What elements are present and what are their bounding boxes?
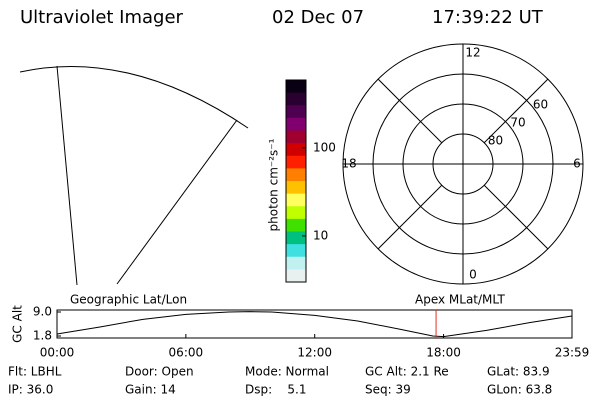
info-field: Mode: Normal bbox=[245, 365, 329, 379]
colorbar-tick-label: 100 bbox=[313, 140, 336, 154]
y-tick-label: 9.0 bbox=[33, 305, 52, 319]
colorbar-label: photon cm⁻²s⁻¹ bbox=[267, 138, 281, 231]
colorbar-swatch bbox=[286, 206, 306, 220]
info-field: GLon: 63.8 bbox=[487, 383, 552, 397]
colorbar-swatch bbox=[286, 105, 306, 119]
lat-label: 80 bbox=[488, 134, 503, 148]
colorbar-swatch bbox=[286, 244, 306, 258]
x-tick-label: 18:00 bbox=[426, 346, 461, 360]
colorbar-swatch bbox=[286, 193, 306, 207]
altitude-line bbox=[56, 311, 573, 338]
title: Ultraviolet Imager bbox=[20, 7, 184, 28]
polar-diagonal bbox=[377, 78, 443, 144]
x-tick-label: 06:00 bbox=[169, 346, 204, 360]
altitude-frame bbox=[56, 309, 573, 339]
polar-diagonal bbox=[483, 184, 549, 250]
colorbar-swatch bbox=[286, 269, 306, 283]
colorbar-swatch bbox=[286, 80, 306, 94]
polar-diagonal bbox=[377, 184, 443, 250]
info-field: Dsp: 5.1 bbox=[245, 383, 307, 397]
colorbar-swatch bbox=[286, 168, 306, 182]
info-field: Flt: LBHL bbox=[8, 365, 62, 379]
time: 17:39:22 UT bbox=[432, 7, 544, 28]
colorbar-swatch bbox=[286, 218, 306, 232]
colorbar-swatch bbox=[286, 231, 306, 245]
info-field: Gain: 14 bbox=[125, 383, 176, 397]
colorbar-swatch bbox=[286, 92, 306, 106]
polar-diagonal bbox=[483, 78, 549, 144]
colorbar-swatch bbox=[286, 117, 306, 131]
altitude-ylabel: GC Alt bbox=[11, 305, 25, 343]
lat-label: 70 bbox=[510, 116, 525, 130]
colorbar-swatch bbox=[286, 143, 306, 157]
map-outline bbox=[19, 65, 249, 286]
x-tick-label: 12:00 bbox=[297, 346, 332, 360]
mlt-label: 6 bbox=[573, 157, 581, 171]
colorbar-swatch bbox=[286, 155, 306, 169]
mlt-label: 0 bbox=[469, 268, 477, 282]
colorbar-tick-label: 10 bbox=[313, 228, 328, 242]
mlt-label: 18 bbox=[341, 157, 356, 171]
colorbar-frame bbox=[285, 79, 307, 283]
y-tick-label: 1.8 bbox=[33, 329, 52, 343]
info-field: Door: Open bbox=[125, 365, 194, 379]
colorbar-swatch bbox=[286, 256, 306, 270]
colorbar-swatch bbox=[286, 181, 306, 195]
info-field: Seq: 39 bbox=[365, 383, 411, 397]
colorbar-swatch bbox=[286, 130, 306, 144]
date: 02 Dec 07 bbox=[272, 7, 364, 28]
x-tick-label: 23:59 bbox=[555, 346, 590, 360]
info-field: IP: 36.0 bbox=[8, 383, 53, 397]
altitude-right-title: Apex MLat/MLT bbox=[415, 293, 505, 307]
mlt-label: 12 bbox=[465, 46, 480, 60]
lat-label: 60 bbox=[533, 98, 548, 112]
x-tick-label: 00:00 bbox=[40, 346, 75, 360]
info-field: GC Alt: 2.1 Re bbox=[365, 365, 449, 379]
info-field: GLat: 83.9 bbox=[487, 365, 550, 379]
altitude-left-title: Geographic Lat/Lon bbox=[70, 293, 187, 307]
